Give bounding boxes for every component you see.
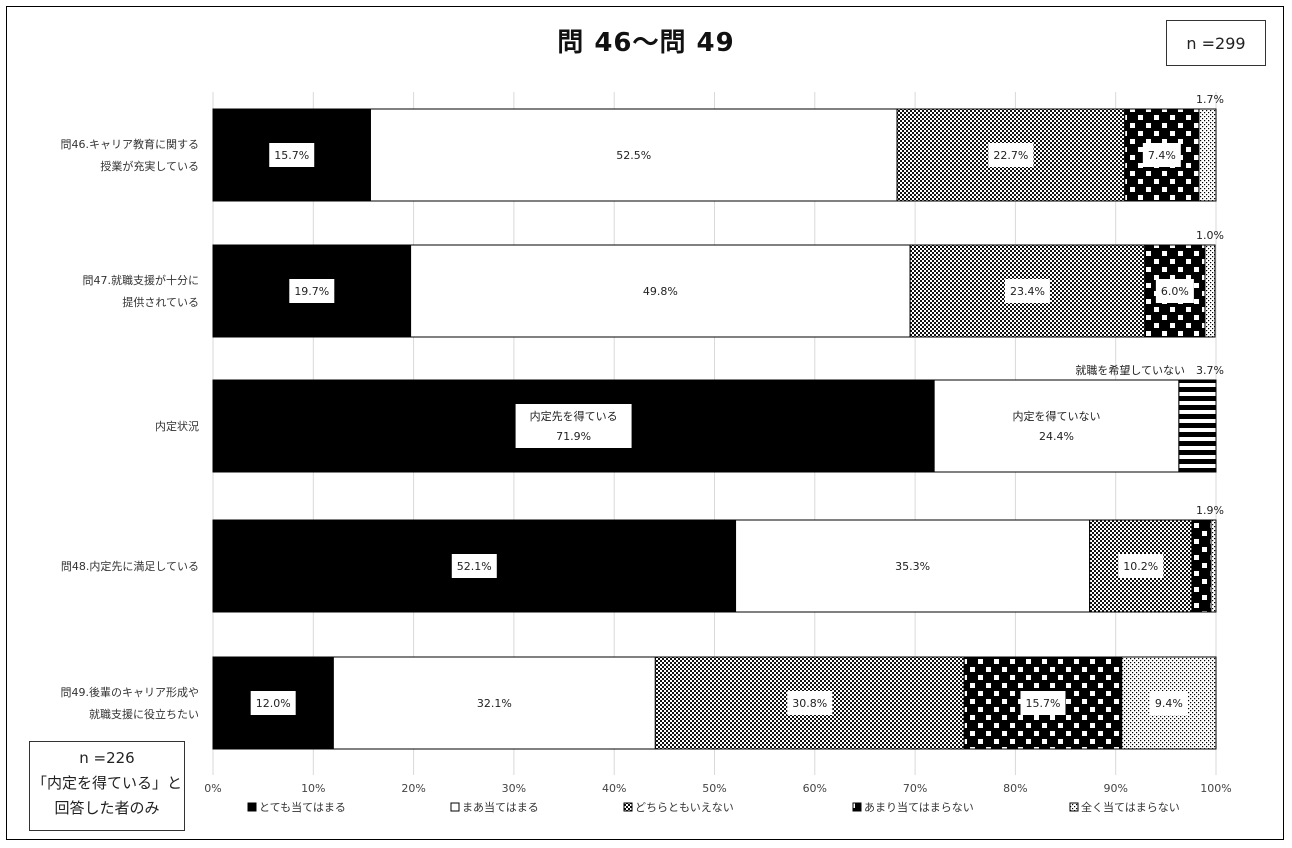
x-tick-label: 80% <box>1003 782 1027 795</box>
data-label-box <box>988 143 1034 167</box>
x-tick-label: 30% <box>502 782 526 795</box>
x-tick-label: 90% <box>1103 782 1127 795</box>
category-label: 提供されている <box>122 295 199 309</box>
legend-label: とても当てはまる <box>259 800 346 814</box>
data-label: 15.7% <box>274 149 309 162</box>
data-label: 52.5% <box>616 149 651 162</box>
data-label: 15.7% <box>1026 697 1061 710</box>
footnote-line-3: 回答した者のみ <box>54 799 160 817</box>
data-label: 1.0% <box>1196 229 1224 242</box>
category-label: 授業が充実している <box>100 159 199 173</box>
data-label: 32.1% <box>477 697 512 710</box>
legend-swatch <box>1069 802 1079 812</box>
data-label: 9.4% <box>1155 697 1183 710</box>
legend-swatch <box>852 802 862 812</box>
data-label: 52.1% <box>457 560 492 573</box>
legend-label: 全く当てはまらない <box>1081 800 1180 814</box>
x-tick-label: 60% <box>803 782 827 795</box>
data-label: 1.9% <box>1196 504 1224 517</box>
x-tick-label: 70% <box>903 782 927 795</box>
data-label-box <box>1004 279 1050 303</box>
data-label: 就職を希望していない 3.7% <box>1075 363 1224 377</box>
category-label: 問49.後輩のキャリア形成や <box>61 685 200 699</box>
category-label: 就職支援に役立ちたい <box>89 707 199 721</box>
legend-label: まあ当てはまる <box>462 800 539 814</box>
data-label-box <box>787 691 833 715</box>
legend-swatch <box>450 802 460 812</box>
data-label: 24.4% <box>1039 430 1074 443</box>
x-tick-label: 0% <box>204 782 221 795</box>
x-tick-label: 20% <box>401 782 425 795</box>
data-label: 7.4% <box>1148 149 1176 162</box>
legend-swatch <box>247 802 257 812</box>
bar-segment <box>369 108 898 202</box>
data-label: 22.7% <box>993 149 1028 162</box>
x-tick-label: 40% <box>602 782 626 795</box>
data-label: 6.0% <box>1161 285 1189 298</box>
footnote-line-2: 「内定を得ている」と <box>31 774 182 792</box>
category-label: 問48.内定先に満足している <box>61 559 199 573</box>
data-label: 30.8% <box>792 697 827 710</box>
data-label-box <box>269 143 315 167</box>
data-label-box <box>1118 554 1164 578</box>
bar-segment <box>933 379 1180 473</box>
data-label-box <box>250 691 296 715</box>
x-tick-label: 10% <box>301 782 325 795</box>
data-label: 49.8% <box>643 285 678 298</box>
category-label: 問47.就職支援が十分に <box>83 273 200 287</box>
legend-label: あまり当てはまらない <box>864 800 974 814</box>
x-tick-label: 50% <box>702 782 726 795</box>
chart-frame <box>6 6 1284 840</box>
bar-segment <box>1191 519 1212 613</box>
data-label: 内定を得ていない <box>1013 409 1101 423</box>
data-label: 内定先を得ている <box>530 409 618 423</box>
data-label-box <box>451 554 497 578</box>
data-label: 71.9% <box>556 430 591 443</box>
x-tick-label: 100% <box>1200 782 1231 795</box>
data-label: 1.7% <box>1196 93 1224 106</box>
data-label: 12.0% <box>256 697 291 710</box>
legend-swatch <box>623 802 633 812</box>
chart-title: 問 46〜問 49 <box>557 28 735 58</box>
bar-segment <box>410 244 911 338</box>
data-label: 23.4% <box>1010 285 1045 298</box>
data-label: 19.7% <box>294 285 329 298</box>
bar-segment <box>1204 244 1216 338</box>
data-label-box <box>289 279 335 303</box>
data-label-box <box>1142 143 1181 167</box>
footnote-box: n =226 「内定を得ている」と 回答した者のみ <box>29 741 185 831</box>
bar-segment <box>1178 379 1217 473</box>
bar-segment <box>332 656 656 750</box>
data-label-box <box>1020 691 1066 715</box>
data-label: 35.3% <box>895 560 930 573</box>
sample-size-box: n =299 <box>1166 20 1266 66</box>
bar-segment <box>1210 519 1217 613</box>
data-label-box <box>1149 691 1188 715</box>
bar-segment <box>1198 108 1217 202</box>
data-label-box <box>1155 279 1194 303</box>
category-label: 内定状況 <box>155 419 199 433</box>
category-label: 問46.キャリア教育に関する <box>61 137 200 151</box>
legend-label: どちらともいえない <box>635 801 734 814</box>
data-label: 10.2% <box>1123 560 1158 573</box>
footnote-line-1: n =226 <box>79 749 135 767</box>
bar-segment <box>735 519 1091 613</box>
data-label-box <box>515 404 632 448</box>
